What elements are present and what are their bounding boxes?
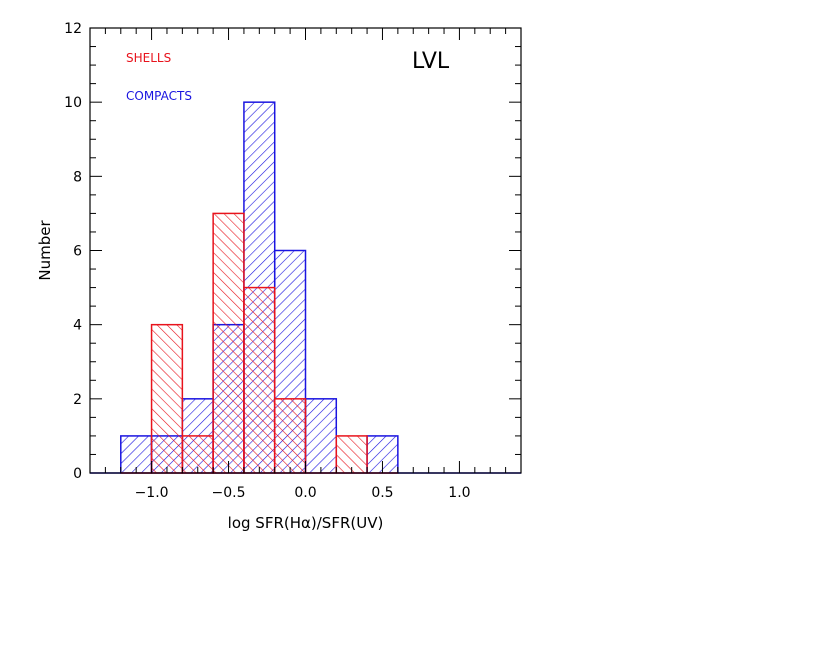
bar-shells-3 <box>212 212 245 474</box>
x-tick-label: 0.0 <box>294 485 316 501</box>
axis-tick-labels: −1.0 −0.5 0.0 0.5 1.0 0 2 4 6 8 10 12 <box>64 21 470 501</box>
x-axis-label: log SFR(Hα)/SFR(UV) <box>228 514 384 532</box>
series-shells-bars <box>120 212 398 474</box>
bar-shells-7 <box>335 435 368 474</box>
chart-annotation: LVL <box>412 49 450 74</box>
y-tick-label: 6 <box>73 244 82 260</box>
bar-compacts-6 <box>304 398 338 474</box>
y-axis-label: Number <box>36 220 54 281</box>
x-tick-label: 0.5 <box>371 485 393 501</box>
legend-shells: SHELLS <box>126 51 171 65</box>
x-tick-label: −0.5 <box>212 485 246 501</box>
y-tick-label: 10 <box>64 95 82 111</box>
bar-shells-4 <box>243 286 276 474</box>
y-tick-label: 4 <box>73 318 82 334</box>
legend-compacts: COMPACTS <box>126 89 192 103</box>
axis-ticks <box>89 27 522 474</box>
y-tick-label: 8 <box>73 169 82 185</box>
bar-shells-1 <box>150 323 184 474</box>
y-tick-label: 12 <box>64 21 82 37</box>
x-tick-label: −1.0 <box>135 485 169 501</box>
y-tick-label: 0 <box>73 466 82 482</box>
bar-shells-5 <box>273 398 307 474</box>
y-tick-label: 2 <box>73 392 82 408</box>
x-tick-label: 1.0 <box>448 485 470 501</box>
